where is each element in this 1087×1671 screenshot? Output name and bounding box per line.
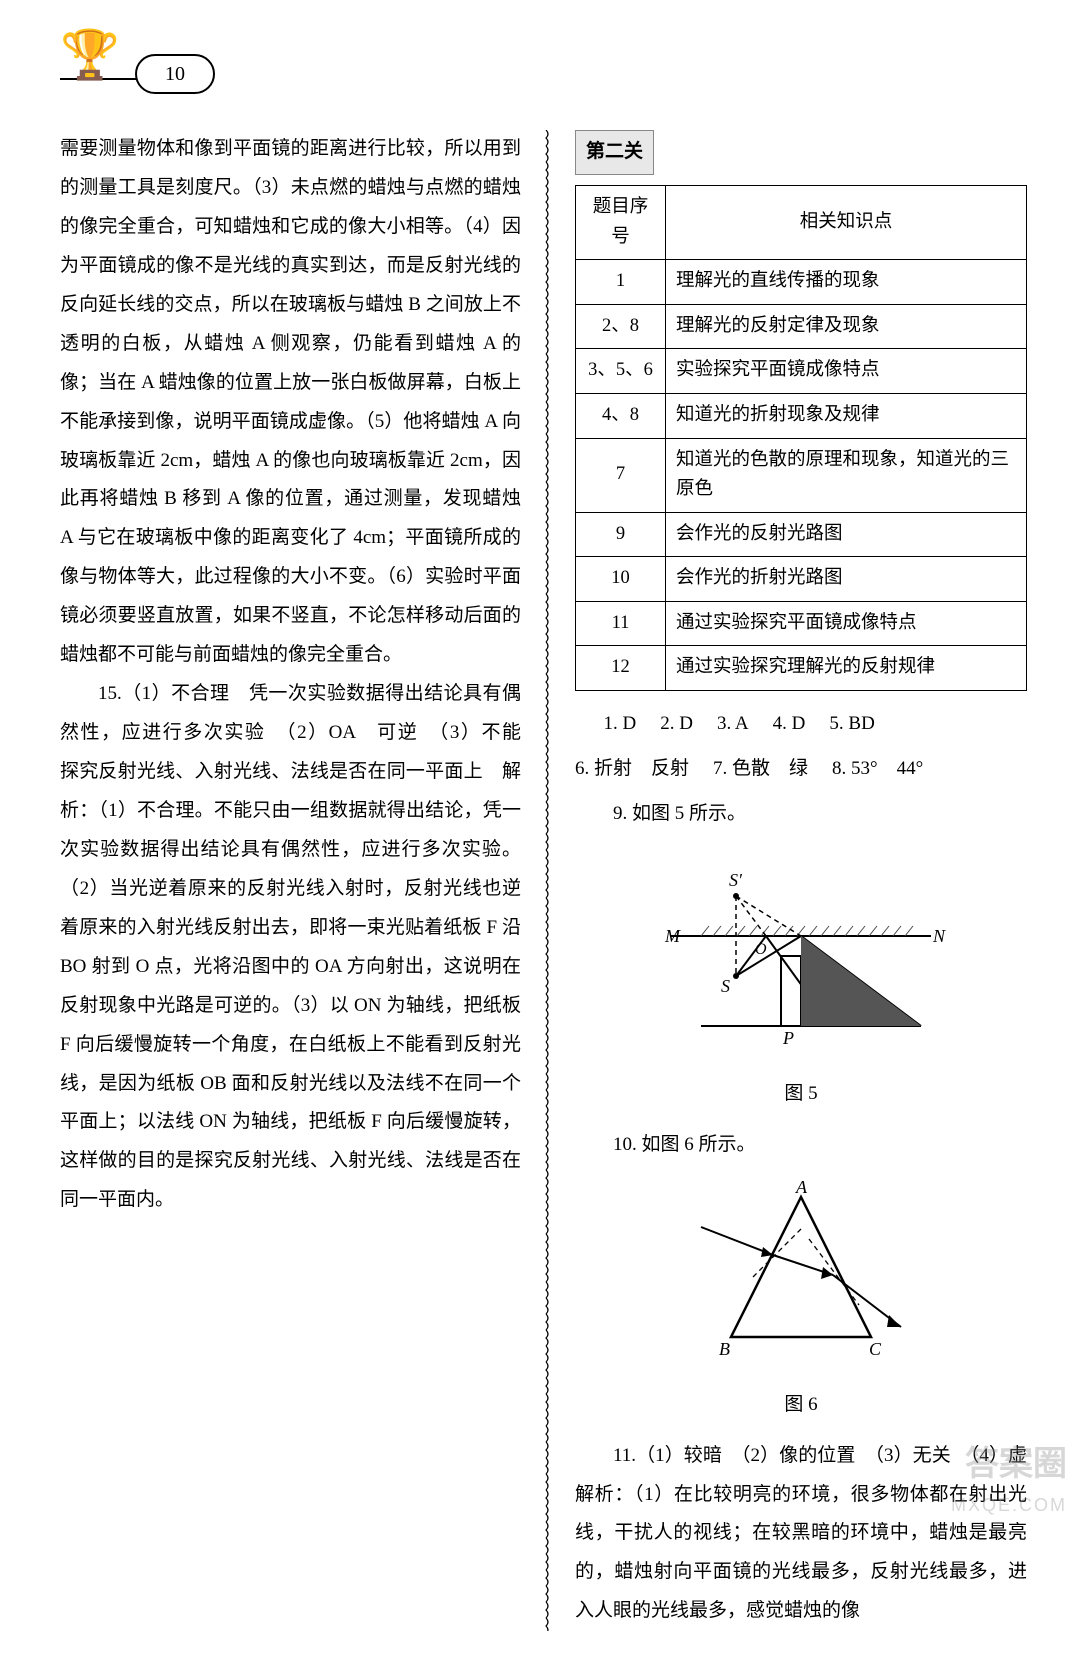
table-cell: 实验探究平面镜成像特点 [666, 349, 1027, 394]
table-cell: 9 [576, 512, 666, 557]
table-cell: 1 [576, 260, 666, 305]
svg-text:O: O [755, 941, 767, 958]
figure-6: A B C 图 6 [575, 1177, 1027, 1425]
table-row: 11通过实验探究平面镜成像特点 [576, 601, 1027, 646]
body-paragraph: 15.（1）不合理 凭一次实验数据得出结论具有偶然性，应进行多次实验 （2）OA… [60, 675, 521, 1220]
answer-item: 1. D [604, 705, 637, 744]
left-column: 需要测量物体和像到平面镜的距离进行比较，所以用到的测量工具是刻度尺。（3）未点燃… [60, 130, 521, 1631]
answer-item: 6. 折射 反射 [575, 750, 689, 789]
table-cell: 7 [576, 438, 666, 512]
table-row: 3、5、6实验探究平面镜成像特点 [576, 349, 1027, 394]
table-cell: 10 [576, 557, 666, 602]
svg-text:M: M [664, 926, 681, 946]
answer-item: 3. A [717, 705, 749, 744]
page-header: 🏆 10 [60, 40, 1027, 110]
table-cell: 通过实验探究理解光的反射规律 [666, 646, 1027, 691]
table-cell: 知道光的折射现象及规律 [666, 393, 1027, 438]
section-tag: 第二关 [575, 130, 654, 175]
question-text: 10. 如图 6 所示。 [575, 1126, 1027, 1165]
svg-text:N: N [932, 926, 946, 946]
right-column: 第二关 题目序号 相关知识点 1理解光的直线传播的现象2、8理解光的反射定律及现… [575, 130, 1027, 1631]
table-row: 4、8知道光的折射现象及规律 [576, 393, 1027, 438]
figure-5: S′ M O S P N 图 5 [575, 846, 1027, 1114]
table-cell: 2、8 [576, 304, 666, 349]
trophy-icon: 🏆 [60, 32, 120, 80]
body-paragraph: 需要测量物体和像到平面镜的距离进行比较，所以用到的测量工具是刻度尺。（3）未点燃… [60, 130, 521, 675]
table-row: 2、8理解光的反射定律及现象 [576, 304, 1027, 349]
table-cell: 3、5、6 [576, 349, 666, 394]
table-row: 1理解光的直线传播的现象 [576, 260, 1027, 305]
answer-item: 8. 53° 44° [832, 750, 923, 789]
two-column-layout: 需要测量物体和像到平面镜的距离进行比较，所以用到的测量工具是刻度尺。（3）未点燃… [60, 130, 1027, 1631]
figure-caption: 图 5 [575, 1075, 1027, 1114]
figure-6-svg: A B C [691, 1177, 911, 1367]
svg-text:B: B [719, 1339, 730, 1359]
table-cell: 11 [576, 601, 666, 646]
figure-caption: 图 6 [575, 1386, 1027, 1425]
table-cell: 会作光的反射光路图 [666, 512, 1027, 557]
table-row: 12通过实验探究理解光的反射规律 [576, 646, 1027, 691]
svg-text:A: A [795, 1177, 808, 1197]
table-cell: 理解光的直线传播的现象 [666, 260, 1027, 305]
answer-row: 1. D 2. D 3. A 4. D 5. BD [575, 705, 1027, 744]
svg-text:C: C [869, 1339, 882, 1359]
answer-row: 6. 折射 反射 7. 色散 绿 8. 53° 44° [575, 750, 1027, 789]
table-cell: 知道光的色散的原理和现象，知道光的三原色 [666, 438, 1027, 512]
table-row: 10会作光的折射光路图 [576, 557, 1027, 602]
table-cell: 通过实验探究平面镜成像特点 [666, 601, 1027, 646]
answer-item: 2. D [660, 705, 693, 744]
table-row: 9会作光的反射光路图 [576, 512, 1027, 557]
table-header: 相关知识点 [666, 185, 1027, 259]
table-header: 题目序号 [576, 185, 666, 259]
table-cell: 理解光的反射定律及现象 [666, 304, 1027, 349]
table-row: 7知道光的色散的原理和现象，知道光的三原色 [576, 438, 1027, 512]
table-cell: 会作光的折射光路图 [666, 557, 1027, 602]
question-text: 9. 如图 5 所示。 [575, 795, 1027, 834]
svg-text:S: S [721, 976, 730, 996]
answer-item: 4. D [773, 705, 806, 744]
question-text: 11.（1）较暗 （2）像的位置 （3）无关 （4）虚 解析：（1）在比较明亮的… [575, 1437, 1027, 1632]
answer-item: 7. 色散 绿 [713, 750, 808, 789]
table-cell: 4、8 [576, 393, 666, 438]
answer-item: 5. BD [829, 705, 874, 744]
column-divider [545, 130, 551, 1631]
svg-text:P: P [782, 1028, 794, 1048]
figure-5-svg: S′ M O S P N [651, 846, 951, 1056]
knowledge-table: 题目序号 相关知识点 1理解光的直线传播的现象2、8理解光的反射定律及现象3、5… [575, 185, 1027, 691]
page-number: 10 [135, 54, 215, 94]
svg-text:S′: S′ [729, 870, 743, 890]
table-cell: 12 [576, 646, 666, 691]
